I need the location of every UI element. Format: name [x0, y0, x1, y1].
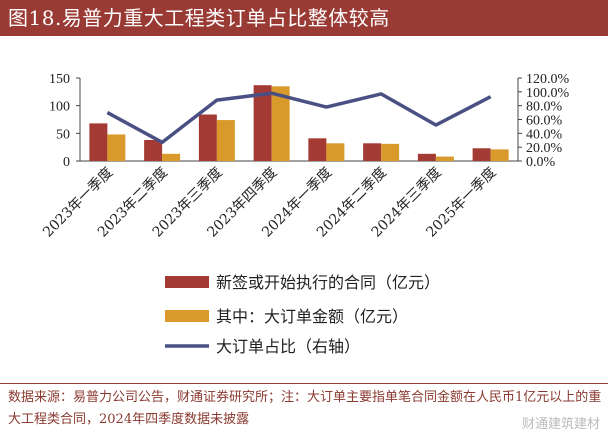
legend-swatch	[165, 276, 209, 288]
bar-large-orders	[216, 120, 235, 161]
left-tick-label: 50	[56, 127, 70, 142]
bar-large-orders	[162, 153, 181, 161]
legend-label: 大订单占比（右轴）	[216, 337, 360, 356]
legend-label: 新签或开始执行的合同（亿元）	[216, 273, 440, 292]
source-note: 数据来源：易普力公司公告，财通证券研究所；注：大订单主要指单笔合同金额在人民币1…	[8, 390, 602, 427]
bar-large-orders	[326, 143, 345, 161]
left-tick-label: 150	[49, 72, 70, 87]
right-tick-label: 80.0%	[526, 100, 563, 115]
bar-large-orders	[490, 149, 509, 161]
right-tick-label: 60.0%	[526, 114, 563, 129]
bar-large-orders	[435, 156, 454, 161]
divider	[0, 383, 608, 384]
bar-contracts	[472, 148, 491, 161]
right-tick-label: 100.0%	[526, 86, 570, 101]
legend-swatch	[165, 310, 209, 322]
chart: 0 50 100 150 0.0%20.0%40.0%60.0%80.0%100.0%1…	[40, 72, 570, 356]
right-tick-label: 120.0%	[526, 72, 570, 87]
right-tick-label: 40.0%	[526, 127, 563, 142]
bar-contracts	[363, 143, 382, 161]
bar-contracts	[144, 139, 163, 161]
bar-contracts	[89, 123, 108, 161]
legend-label: 其中：大订单金额（亿元）	[216, 307, 408, 326]
left-tick-label: 100	[49, 100, 70, 115]
bar-contracts	[308, 138, 327, 161]
bar-contracts	[417, 153, 436, 161]
bar-large-orders	[381, 143, 400, 161]
watermark: 财通建筑建材	[521, 417, 600, 432]
ratio-line	[106, 91, 492, 145]
right-tick-label: 0.0%	[526, 155, 556, 170]
bar-contracts	[253, 85, 272, 161]
bar-large-orders	[271, 86, 290, 161]
bar-contracts	[198, 114, 217, 161]
right-tick-label: 20.0%	[526, 141, 563, 156]
left-tick-label: 0	[63, 155, 70, 170]
bar-large-orders	[107, 134, 126, 161]
figure-title: 图18.易普力重大工程类订单占比整体较高	[0, 0, 608, 36]
